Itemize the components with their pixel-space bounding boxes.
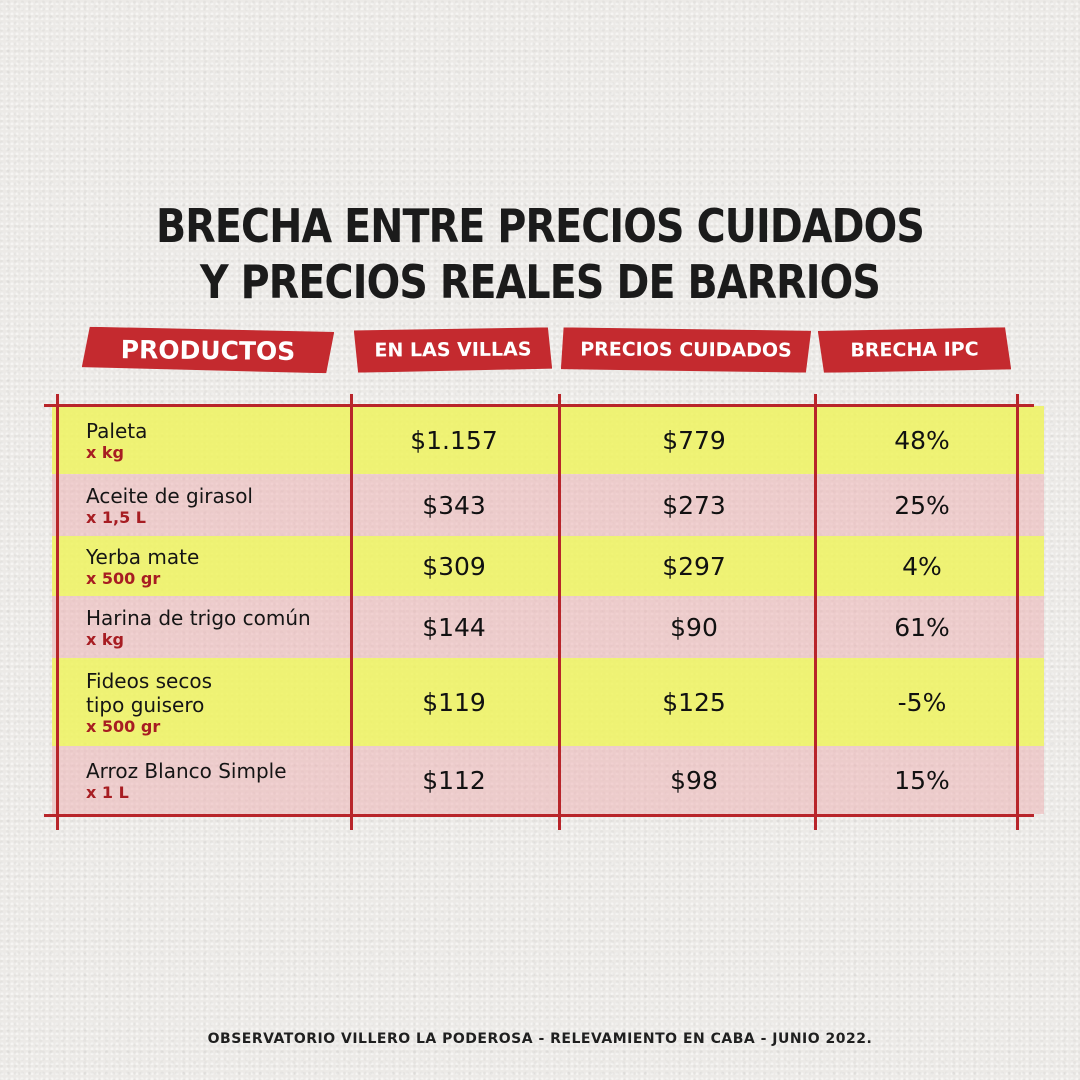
table-row: Paleta x kg $1.157 $779 48% <box>52 406 1044 474</box>
price-villas: $1.157 <box>410 425 498 455</box>
product-name: Arroz Blanco Simple <box>86 758 287 783</box>
table-left-border <box>56 394 59 830</box>
price-cuidados: $98 <box>670 765 718 795</box>
price-cuidados: $125 <box>662 687 726 717</box>
brecha-ipc: -5% <box>897 687 947 717</box>
title-line-1: BRECHA ENTRE PRECIOS CUIDADOS <box>155 199 925 253</box>
table-divider-1 <box>350 394 353 830</box>
product-name: Paleta <box>86 418 148 443</box>
product-cell: Arroz Blanco Simple x 1 L <box>86 746 287 814</box>
table-bottom-border <box>44 814 1034 817</box>
page-title: BRECHA ENTRE PRECIOS CUIDADOS Y PRECIOS … <box>76 198 1005 310</box>
price-cuidados: $297 <box>662 551 726 581</box>
price-cuidados: $273 <box>662 490 726 520</box>
product-unit: x kg <box>86 629 124 649</box>
product-cell: Harina de trigo común x kg <box>86 596 311 658</box>
table-row: Aceite de girasol x 1,5 L $343 $273 25% <box>52 474 1044 536</box>
title-line-2: Y PRECIOS REALES DE BARRIOS <box>199 255 881 309</box>
product-cell: Paleta x kg <box>86 406 147 474</box>
header-en-las-villas: EN LAS VILLAS <box>354 327 552 372</box>
table-row: Yerba mate x 500 gr $309 $297 4% <box>52 536 1044 596</box>
brecha-ipc: 61% <box>894 612 950 642</box>
product-name: Harina de trigo común <box>86 605 311 630</box>
brecha-ipc: 15% <box>894 765 950 795</box>
price-villas: $112 <box>422 765 486 795</box>
product-unit: x 1,5 L <box>86 507 146 527</box>
table-row: Arroz Blanco Simple x 1 L $112 $98 15% <box>52 746 1044 814</box>
product-unit: x 500 gr <box>86 568 161 588</box>
price-villas: $309 <box>422 551 486 581</box>
price-villas: $119 <box>422 687 486 717</box>
price-cuidados: $90 <box>670 612 718 642</box>
price-cuidados: $779 <box>662 425 726 455</box>
table-top-border <box>44 404 1034 407</box>
price-villas: $343 <box>422 490 486 520</box>
product-name: Aceite de girasol <box>86 483 253 508</box>
product-name: tipo guisero <box>86 692 205 717</box>
table-row: Harina de trigo común x kg $144 $90 61% <box>52 596 1044 658</box>
brecha-ipc: 4% <box>902 551 942 581</box>
header-precios-cuidados: PRECIOS CUIDADOS <box>561 327 811 372</box>
brecha-ipc: 48% <box>894 425 950 455</box>
table-divider-2 <box>558 394 561 830</box>
product-unit: x 1 L <box>86 782 129 802</box>
product-cell: Fideos secos tipo guisero x 500 gr <box>86 658 212 746</box>
product-unit: x 500 gr <box>86 716 161 736</box>
header-productos: PRODUCTOS <box>82 327 334 374</box>
brecha-ipc: 25% <box>894 490 950 520</box>
table-right-border <box>1016 394 1019 830</box>
product-cell: Yerba mate x 500 gr <box>86 536 199 596</box>
product-unit: x kg <box>86 442 124 462</box>
table-row: Fideos secos tipo guisero x 500 gr $119 $125… <box>52 658 1044 746</box>
price-villas: $144 <box>422 612 486 642</box>
header-brecha-ipc: BRECHA IPC <box>818 327 1011 373</box>
footer-credit: OBSERVATORIO VILLERO LA PODEROSA - RELEV… <box>207 1031 873 1047</box>
product-cell: Aceite de girasol x 1,5 L <box>86 474 253 536</box>
product-name: Fideos secos <box>86 668 212 693</box>
price-table: Paleta x kg $1.157 $779 48% Aceite de girasol… <box>44 394 1044 830</box>
product-name: Yerba mate <box>86 544 200 569</box>
table-divider-3 <box>814 394 817 830</box>
